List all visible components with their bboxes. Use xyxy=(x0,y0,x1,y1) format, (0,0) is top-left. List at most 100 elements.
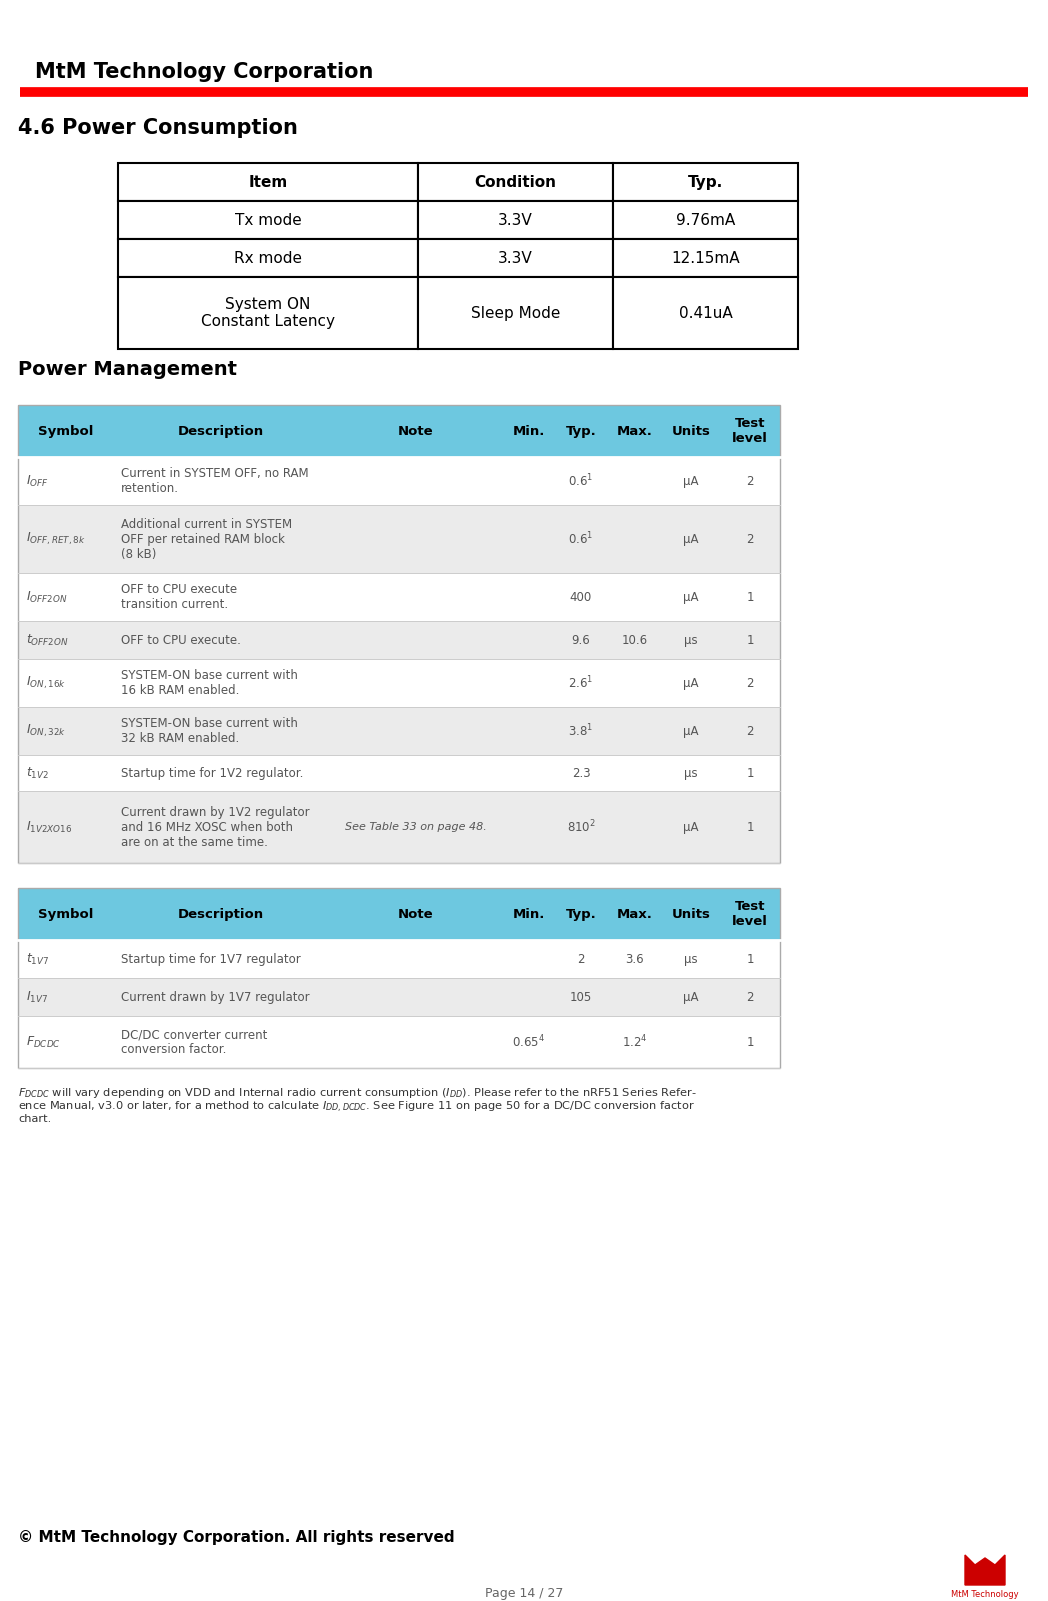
Text: 1: 1 xyxy=(746,820,754,834)
Text: 2: 2 xyxy=(746,991,754,1004)
Text: $2.6^1$: $2.6^1$ xyxy=(568,674,593,692)
Text: Tx mode: Tx mode xyxy=(235,213,302,227)
Text: Symbol: Symbol xyxy=(38,908,93,921)
Bar xyxy=(18,708,780,756)
Bar xyxy=(118,277,418,349)
Text: MtM Technology: MtM Technology xyxy=(952,1590,1019,1599)
Text: Current drawn by 1V7 regulator: Current drawn by 1V7 regulator xyxy=(121,991,309,1004)
Text: $I_{OFF2ON}$: $I_{OFF2ON}$ xyxy=(26,589,67,605)
Text: Max.: Max. xyxy=(616,424,653,437)
Text: 10.6: 10.6 xyxy=(621,634,648,647)
Text: $0.65^4$: $0.65^4$ xyxy=(512,1034,546,1050)
Text: $I_{OFF}$: $I_{OFF}$ xyxy=(26,474,49,488)
Text: Rx mode: Rx mode xyxy=(234,250,302,266)
Text: 2.3: 2.3 xyxy=(572,767,590,780)
Text: 3.3V: 3.3V xyxy=(498,250,532,266)
Bar xyxy=(18,456,780,504)
Text: Units: Units xyxy=(672,908,711,921)
Text: 2: 2 xyxy=(746,725,754,738)
Text: DC/DC converter current
conversion factor.: DC/DC converter current conversion facto… xyxy=(121,1028,267,1057)
Text: OFF to CPU execute.: OFF to CPU execute. xyxy=(121,634,241,647)
Text: 3.3V: 3.3V xyxy=(498,213,532,227)
Text: $I_{1V2XO16}$: $I_{1V2XO16}$ xyxy=(26,820,72,834)
Bar xyxy=(613,277,798,349)
Text: 2: 2 xyxy=(746,677,754,690)
Text: Description: Description xyxy=(177,908,263,921)
Text: 1: 1 xyxy=(746,1036,754,1049)
Text: Startup time for 1V7 regulator: Startup time for 1V7 regulator xyxy=(121,953,301,965)
Text: μs: μs xyxy=(684,767,698,780)
Bar xyxy=(418,202,613,239)
Text: Test
level: Test level xyxy=(733,900,768,929)
Text: Symbol: Symbol xyxy=(38,424,93,437)
Bar xyxy=(418,239,613,277)
Bar xyxy=(18,405,780,456)
Text: Sleep Mode: Sleep Mode xyxy=(471,306,561,320)
Text: μA: μA xyxy=(683,991,699,1004)
Text: Current drawn by 1V2 regulator
and 16 MHz XOSC when both
are on at the same time: Current drawn by 1V2 regulator and 16 MH… xyxy=(121,805,309,849)
Text: MtM Technology Corporation: MtM Technology Corporation xyxy=(35,62,373,82)
Bar xyxy=(18,940,780,978)
Text: ence Manual, v3.0 or later, for a method to calculate $I_{DD,DCDC}$. See Figure : ence Manual, v3.0 or later, for a method… xyxy=(18,1100,695,1116)
Text: $F_{DCDC}$: $F_{DCDC}$ xyxy=(26,1034,61,1050)
Text: See Table 33 on page 48.: See Table 33 on page 48. xyxy=(345,821,486,833)
Text: 9.6: 9.6 xyxy=(571,634,590,647)
Text: SYSTEM-ON base current with
32 kB RAM enabled.: SYSTEM-ON base current with 32 kB RAM en… xyxy=(121,717,298,744)
Text: Description: Description xyxy=(177,424,263,437)
Text: Note: Note xyxy=(397,424,433,437)
Bar xyxy=(18,660,780,708)
Bar xyxy=(613,163,798,202)
Text: 9.76mA: 9.76mA xyxy=(676,213,735,227)
Text: 105: 105 xyxy=(570,991,592,1004)
Text: Current in SYSTEM OFF, no RAM
retention.: Current in SYSTEM OFF, no RAM retention. xyxy=(121,467,308,495)
Text: System ON
Constant Latency: System ON Constant Latency xyxy=(201,296,335,330)
Text: 0.41uA: 0.41uA xyxy=(679,306,733,320)
Text: 1: 1 xyxy=(746,953,754,965)
Text: Min.: Min. xyxy=(512,908,545,921)
Text: $0.6^1$: $0.6^1$ xyxy=(568,530,593,548)
Bar xyxy=(18,756,780,791)
Bar xyxy=(18,791,780,863)
Bar xyxy=(118,239,418,277)
Bar xyxy=(418,163,613,202)
Text: μA: μA xyxy=(683,820,699,834)
Text: μA: μA xyxy=(683,591,699,604)
Bar xyxy=(613,202,798,239)
Text: Units: Units xyxy=(672,424,711,437)
Text: SYSTEM-ON base current with
16 kB RAM enabled.: SYSTEM-ON base current with 16 kB RAM en… xyxy=(121,669,298,696)
Bar xyxy=(18,889,780,1068)
Text: $I_{OFF, RET, 8k}$: $I_{OFF, RET, 8k}$ xyxy=(26,532,86,548)
Bar xyxy=(18,621,780,660)
Bar xyxy=(18,405,780,863)
Text: 1: 1 xyxy=(746,767,754,780)
Text: © MtM Technology Corporation. All rights reserved: © MtM Technology Corporation. All rights… xyxy=(18,1531,455,1545)
Bar xyxy=(418,277,613,349)
Bar xyxy=(18,1017,780,1068)
Text: $1.2^4$: $1.2^4$ xyxy=(621,1034,648,1050)
Text: Item: Item xyxy=(248,175,287,189)
Text: $t_{OFF2ON}$: $t_{OFF2ON}$ xyxy=(26,632,68,647)
Text: $3.8^1$: $3.8^1$ xyxy=(568,722,593,740)
Text: μA: μA xyxy=(683,725,699,738)
Text: 2: 2 xyxy=(746,533,754,546)
Bar xyxy=(118,202,418,239)
Text: $t_{1V7}$: $t_{1V7}$ xyxy=(26,951,49,967)
Text: chart.: chart. xyxy=(18,1114,51,1124)
Text: Page 14 / 27: Page 14 / 27 xyxy=(485,1587,563,1599)
Bar xyxy=(118,163,418,202)
Bar xyxy=(613,239,798,277)
Text: Typ.: Typ. xyxy=(566,908,596,921)
Text: Typ.: Typ. xyxy=(566,424,596,437)
Text: 2: 2 xyxy=(746,474,754,487)
Text: Startup time for 1V2 regulator.: Startup time for 1V2 regulator. xyxy=(121,767,303,780)
Bar xyxy=(18,978,780,1017)
Text: Condition: Condition xyxy=(475,175,556,189)
Text: 400: 400 xyxy=(570,591,592,604)
Bar xyxy=(18,889,780,940)
Text: Power Management: Power Management xyxy=(18,360,237,379)
Text: μA: μA xyxy=(683,677,699,690)
Text: μA: μA xyxy=(683,474,699,487)
Text: Note: Note xyxy=(397,908,433,921)
Text: $810^2$: $810^2$ xyxy=(567,818,595,836)
Text: 3.6: 3.6 xyxy=(626,953,643,965)
